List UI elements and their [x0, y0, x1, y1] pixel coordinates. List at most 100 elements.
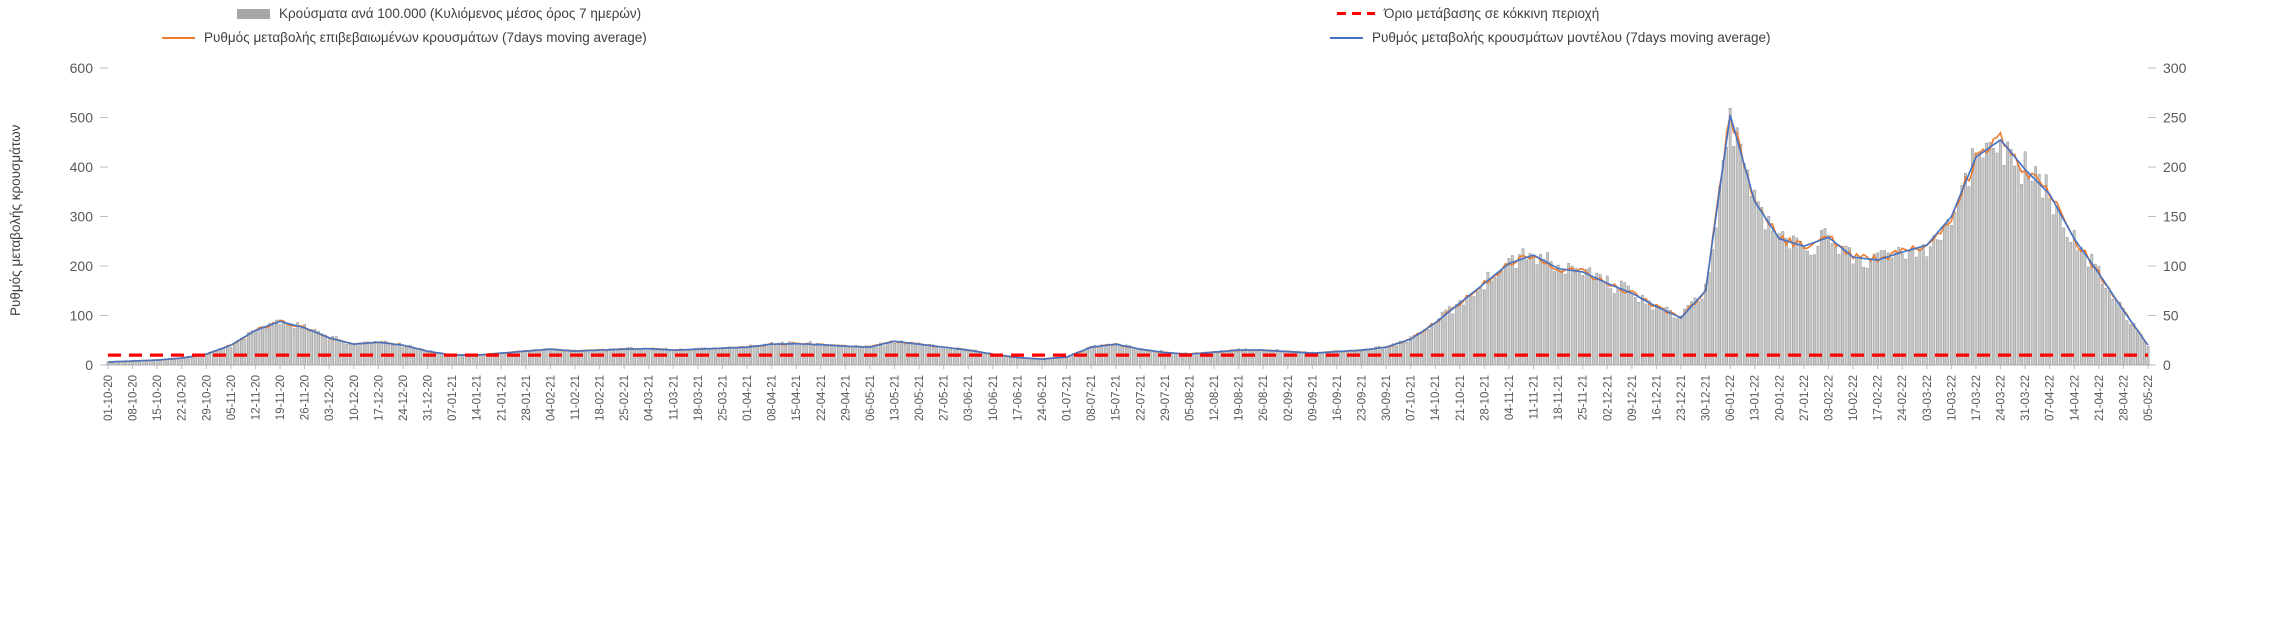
cases-bar — [1233, 349, 1237, 366]
x-axis-date-label: 18-02-21 — [595, 375, 607, 421]
cases-bar — [1949, 225, 1953, 366]
x-axis-date-label: 01-04-21 — [742, 375, 754, 421]
cases-bar — [355, 345, 359, 366]
cases-bar — [794, 344, 798, 366]
cases-bar — [970, 350, 974, 366]
cases-bar — [689, 348, 693, 366]
cases-bar — [608, 348, 612, 366]
cases-bar — [1851, 263, 1855, 366]
cases-bar — [1468, 296, 1472, 366]
cases-bar — [324, 334, 328, 366]
cases-bar — [678, 348, 682, 366]
cases-bar — [352, 343, 356, 366]
cases-bar — [2055, 205, 2059, 366]
left-axis-tick-label: 500 — [70, 110, 94, 126]
cases-bar — [942, 348, 946, 366]
cases-bar — [1265, 350, 1269, 366]
x-axis-date-label: 29-10-20 — [201, 375, 213, 421]
cases-bar — [1844, 245, 1848, 366]
x-axis-date-label: 11-02-21 — [570, 375, 582, 420]
cases-bar — [1848, 247, 1851, 366]
cases-bar — [331, 335, 335, 366]
cases-bar — [1174, 352, 1177, 366]
cases-bar — [1721, 160, 1725, 366]
cases-bar — [138, 360, 141, 366]
cases-bar — [1809, 254, 1813, 366]
x-axis-date-label: 18-03-21 — [693, 375, 705, 421]
cases-bar — [1058, 357, 1061, 366]
cases-bar — [482, 354, 486, 366]
cases-bar — [2083, 249, 2087, 366]
cases-bar — [973, 349, 977, 366]
cases-bar — [1862, 266, 1865, 366]
cases-bar — [254, 330, 257, 366]
cases-bar — [1735, 127, 1739, 366]
cases-bar — [2048, 198, 2052, 366]
cases-bar — [633, 348, 637, 366]
cases-bar — [1279, 351, 1283, 366]
cases-bar — [1556, 264, 1560, 366]
cases-bar — [1964, 172, 1967, 366]
cases-bar — [2118, 301, 2122, 366]
cases-bar — [1637, 302, 1641, 366]
cases-bar — [1641, 294, 1644, 366]
cases-bar — [1697, 301, 1700, 366]
cases-bar — [1465, 295, 1469, 366]
cases-bar — [422, 350, 426, 366]
cases-bar — [773, 345, 777, 366]
cases-bar — [1409, 336, 1413, 366]
cases-bar — [534, 350, 538, 366]
cases-bar — [1268, 351, 1272, 366]
cases-bar — [903, 343, 907, 366]
cases-bar — [577, 350, 580, 366]
x-axis-date-label: 22-07-21 — [1135, 375, 1147, 421]
cases-bar — [1567, 263, 1571, 366]
cases-bar — [1159, 350, 1163, 366]
cases-bar — [1251, 350, 1255, 366]
cases-bar — [1398, 340, 1402, 366]
cases-bar — [1412, 334, 1416, 366]
cases-bar — [296, 322, 299, 366]
x-axis-date-label: 28-01-21 — [521, 375, 533, 421]
cases-bar — [1655, 304, 1658, 366]
left-axis-tick-label: 0 — [85, 357, 93, 373]
cases-bar — [1890, 257, 1894, 366]
x-axis-date-label: 26-11-20 — [300, 375, 312, 420]
cases-bar — [271, 324, 275, 366]
cases-bar — [966, 351, 970, 366]
cases-bar — [2093, 263, 2097, 366]
x-axis-date-label: 30-09-21 — [1381, 375, 1393, 421]
cases-bar — [1795, 237, 1799, 366]
x-axis-date-label: 15-07-21 — [1111, 375, 1123, 421]
cases-bar — [1089, 346, 1093, 366]
cases-bar — [1012, 357, 1016, 366]
cases-bar — [1872, 253, 1876, 366]
x-axis-date-label: 19-08-21 — [1234, 375, 1246, 421]
cases-bar — [1581, 275, 1585, 366]
x-axis-date-label: 19-11-20 — [275, 375, 287, 420]
x-axis-date-label: 06-01-22 — [1725, 375, 1737, 421]
cases-bar — [384, 340, 387, 366]
x-axis-date-label: 01-07-21 — [1062, 375, 1074, 421]
cases-bar — [2006, 141, 2009, 366]
x-axis-date-label: 16-09-21 — [1332, 375, 1344, 421]
x-axis-date-label: 07-04-22 — [2045, 375, 2057, 421]
cases-bar — [2058, 210, 2062, 366]
cases-bar — [292, 327, 296, 366]
blue-line-swatch-icon — [1330, 36, 1363, 39]
cases-bar — [685, 349, 689, 366]
cases-bar — [264, 326, 268, 366]
cases-bar — [362, 341, 366, 366]
cases-bar — [1676, 318, 1679, 366]
cases-bar — [1237, 348, 1240, 366]
cases-bar — [959, 349, 963, 366]
cases-bar — [1935, 239, 1939, 366]
cases-bar — [338, 340, 342, 366]
cases-bar — [1921, 244, 1925, 366]
cases-bar — [1310, 351, 1314, 366]
cases-bar — [1693, 297, 1697, 366]
cases-bar — [731, 347, 735, 366]
cases-bar — [1191, 353, 1195, 366]
cases-bar — [376, 341, 380, 366]
legend-label-confirmed-rate: Ρυθμός μεταβολής επιβεβαιωμένων κρουσμάτ… — [204, 30, 647, 45]
